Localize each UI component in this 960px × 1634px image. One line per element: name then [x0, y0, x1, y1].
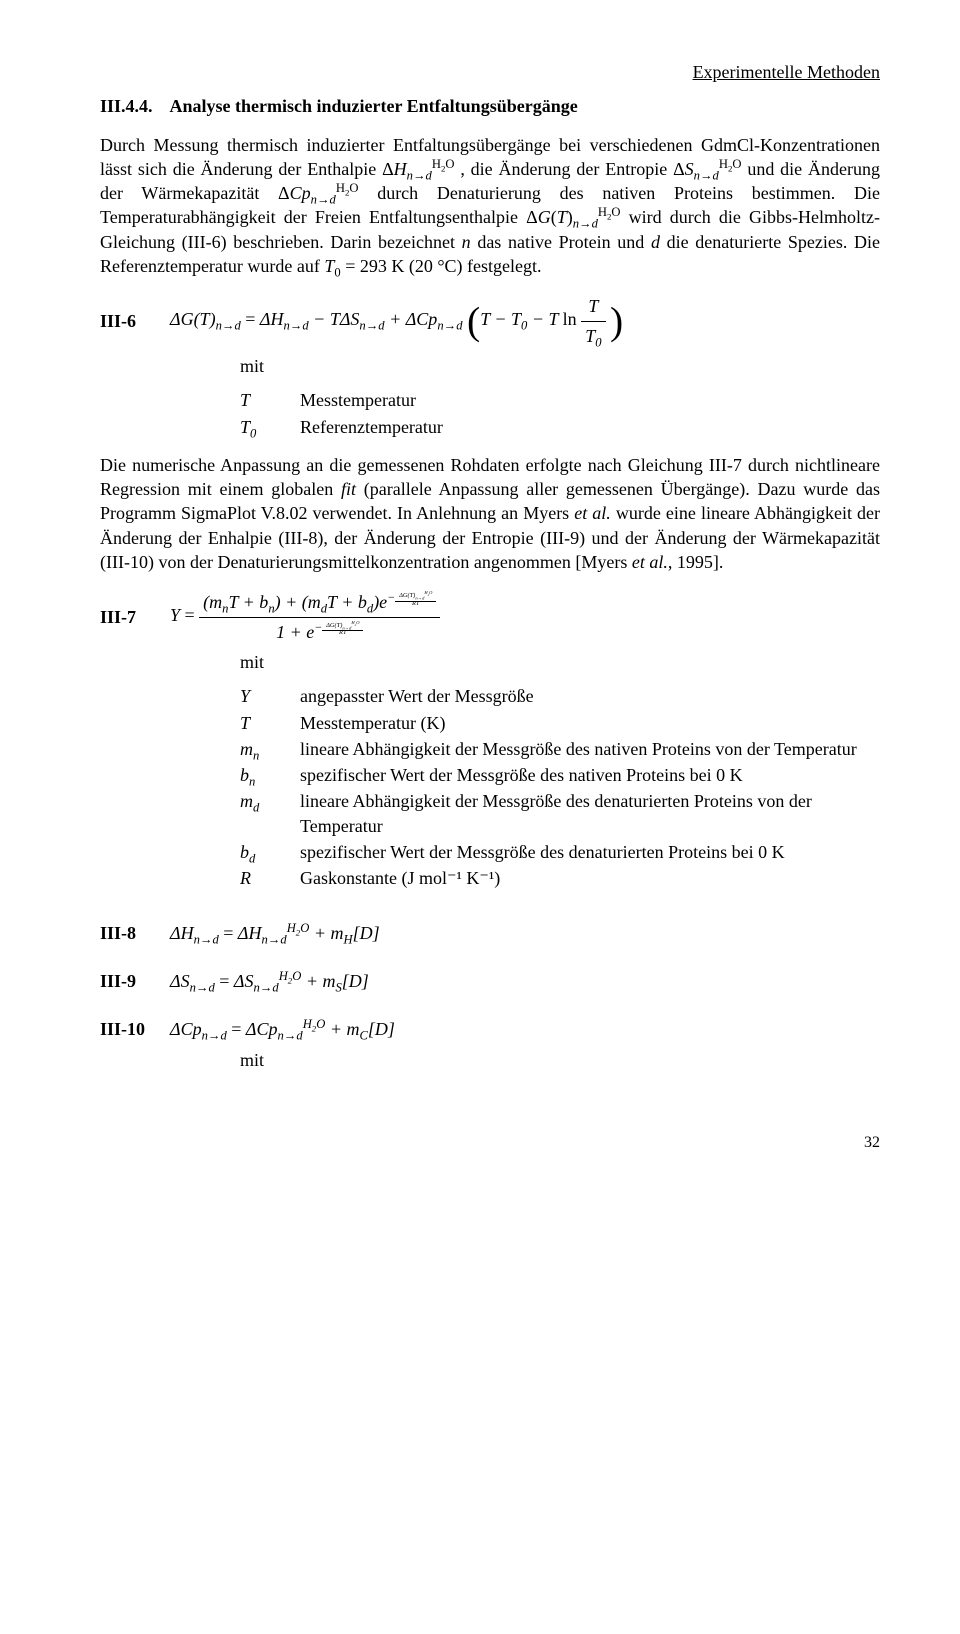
- def-text: Messtemperatur (K): [300, 711, 880, 735]
- eq-label: III-10: [100, 1017, 170, 1041]
- symbol-dCp: ΔCpn→dH2O: [278, 183, 358, 203]
- def-row: md lineare Abhängigkeit der Messgröße de…: [240, 789, 880, 838]
- text: = 293 K (20 °C) festgelegt.: [345, 256, 541, 276]
- def-text: Messtemperatur: [300, 388, 880, 412]
- def-symbol: bn: [240, 763, 300, 787]
- eq-label: III-8: [100, 921, 170, 945]
- def-symbol: T: [240, 711, 300, 735]
- symbol-dH: ΔHn→dH2O: [382, 159, 454, 179]
- definitions-eq6: T Messtemperatur T0 Referenztemperatur: [240, 388, 880, 439]
- symbol-dG: ΔG(T)n→dH2O: [526, 207, 620, 227]
- def-text: spezifischer Wert der Messgröße des dena…: [300, 840, 880, 864]
- mit-label: mit: [240, 650, 880, 674]
- eq-body: ΔSn→d = ΔSn→dH2O + mS[D]: [170, 969, 880, 993]
- symbol-n: n: [462, 232, 471, 252]
- paragraph-1: Durch Messung thermisch induzierter Entf…: [100, 133, 880, 279]
- eq-label: III-7: [100, 605, 170, 629]
- symbol-T0-sub: 0: [334, 266, 340, 280]
- def-symbol: T: [240, 388, 300, 412]
- def-row: R Gaskonstante (J mol⁻¹ K⁻¹): [240, 866, 880, 890]
- equation-iii-8: III-8 ΔHn→d = ΔHn→dH2O + mH[D]: [100, 921, 880, 945]
- equation-iii-6: III-6 ΔG(T)n→d = ΔHn→d − TΔSn→d + ΔCpn→d…: [100, 294, 880, 348]
- mit-label: mit: [240, 354, 880, 378]
- eq-body: ΔHn→d = ΔHn→dH2O + mH[D]: [170, 921, 880, 945]
- def-row: Y angepasster Wert der Messgröße: [240, 684, 880, 708]
- def-symbol: mn: [240, 737, 300, 761]
- def-symbol: bd: [240, 840, 300, 864]
- para2-pretext: Die numerische Anpassung an die gemessen…: [100, 455, 880, 572]
- def-text: angepasster Wert der Messgröße: [300, 684, 880, 708]
- eq-label: III-6: [100, 309, 170, 333]
- eq-body: ΔG(T)n→d = ΔHn→d − TΔSn→d + ΔCpn→d (T − …: [170, 294, 880, 348]
- def-text: lineare Abhängigkeit der Messgröße des d…: [300, 789, 880, 838]
- def-row: mn lineare Abhängigkeit der Messgröße de…: [240, 737, 880, 761]
- section-title-text: Analyse thermisch induzierter Entfaltung…: [170, 96, 578, 116]
- symbol-T0: T: [324, 256, 334, 276]
- eq-label: III-9: [100, 969, 170, 993]
- def-text: Gaskonstante (J mol⁻¹ K⁻¹): [300, 866, 880, 890]
- page-header: Experimentelle Methoden: [100, 60, 880, 84]
- def-symbol: Y: [240, 684, 300, 708]
- def-symbol: md: [240, 789, 300, 838]
- def-text: lineare Abhängigkeit der Messgröße des n…: [300, 737, 880, 761]
- paragraph-2: Die numerische Anpassung an die gemessen…: [100, 453, 880, 574]
- text: , die Änderung der Entropie: [460, 159, 673, 179]
- eq-body: Y = (mnT + bn) + (mdT + bd)e−ΔG(T)n→dH2O…: [170, 590, 880, 644]
- def-row: T Messtemperatur: [240, 388, 880, 412]
- equation-iii-7: III-7 Y = (mnT + bn) + (mdT + bd)e−ΔG(T)…: [100, 590, 880, 644]
- page-number: 32: [100, 1132, 880, 1154]
- mit-label: mit: [240, 1048, 880, 1072]
- symbol-dS: ΔSn→dH2O: [673, 159, 741, 179]
- section-number: III.4.4.: [100, 96, 153, 116]
- text: das native Protein und: [477, 232, 651, 252]
- definitions-eq7: Y angepasster Wert der Messgröße T Messt…: [240, 684, 880, 890]
- eq-body: ΔCpn→d = ΔCpn→dH2O + mC[D]: [170, 1017, 880, 1041]
- def-symbol: T0: [240, 415, 300, 439]
- equation-iii-9: III-9 ΔSn→d = ΔSn→dH2O + mS[D]: [100, 969, 880, 993]
- section-heading: III.4.4. Analyse thermisch induzierter E…: [100, 94, 880, 118]
- equation-iii-10: III-10 ΔCpn→d = ΔCpn→dH2O + mC[D]: [100, 1017, 880, 1041]
- def-text: spezifischer Wert der Messgröße des nati…: [300, 763, 880, 787]
- def-row: T0 Referenztemperatur: [240, 415, 880, 439]
- def-row: bn spezifischer Wert der Messgröße des n…: [240, 763, 880, 787]
- def-text: Referenztemperatur: [300, 415, 880, 439]
- symbol-d: d: [651, 232, 660, 252]
- def-symbol: R: [240, 866, 300, 890]
- def-row: T Messtemperatur (K): [240, 711, 880, 735]
- def-row: bd spezifischer Wert der Messgröße des d…: [240, 840, 880, 864]
